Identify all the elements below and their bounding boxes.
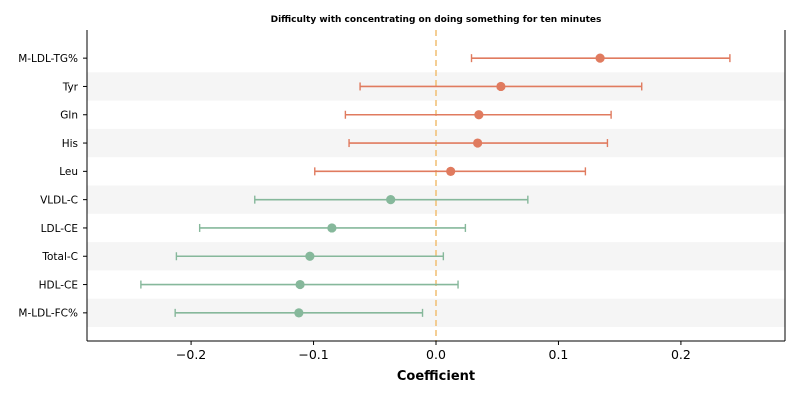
forest-row: LDL-CE (41, 223, 467, 235)
estimate-point (496, 81, 506, 92)
forest-row: Total-C (41, 251, 445, 263)
row-label: LDL-CE (41, 223, 78, 235)
x-axis-label: Coefficient (397, 369, 475, 384)
estimate-point (446, 166, 456, 176)
forest-row: VLDL-C (40, 194, 529, 206)
forest-row: HDL-CE (39, 279, 459, 291)
x-tick-label: 0.2 (671, 347, 691, 362)
x-axis-ticks: −0.2 −0.1 0.0 0.1 0.2 (176, 341, 691, 362)
x-tick-label: 0.1 (549, 347, 569, 362)
row-label: VLDL-C (40, 194, 78, 206)
estimate-point (595, 53, 605, 63)
estimate-point (386, 195, 396, 205)
estimate-point (295, 279, 305, 290)
row-label: Total-C (41, 251, 78, 263)
estimate-point (473, 138, 483, 148)
estimate-point (327, 223, 337, 233)
x-tick-label: −0.1 (298, 347, 328, 362)
x-tick-label: −0.2 (176, 347, 206, 362)
forest-row: M-LDL-FC% (18, 308, 424, 320)
row-label: Leu (59, 166, 78, 178)
row-label: M-LDL-FC% (18, 308, 78, 320)
x-tick-label: 0.0 (426, 347, 446, 362)
row-label: His (62, 138, 78, 150)
forest-row: Tyr (62, 81, 643, 93)
estimate-point (294, 308, 304, 318)
forest-row: Leu (59, 166, 587, 178)
forest-row: M-LDL-TG% (18, 53, 731, 65)
row-label: HDL-CE (39, 279, 78, 291)
row-label: M-LDL-TG% (18, 53, 78, 65)
row-label: Gln (60, 110, 78, 122)
estimate-point (474, 110, 484, 120)
data-rows: M-LDL-TG% Tyr Gln His Leu VLDL-C LDL-CE Total-C… (18, 53, 731, 320)
forest-row: His (62, 138, 609, 150)
forest-row: Gln (60, 110, 612, 122)
row-label: Tyr (62, 81, 79, 93)
estimate-point (305, 251, 315, 261)
chart-title: Difficulty with concentrating on doing s… (271, 15, 602, 25)
